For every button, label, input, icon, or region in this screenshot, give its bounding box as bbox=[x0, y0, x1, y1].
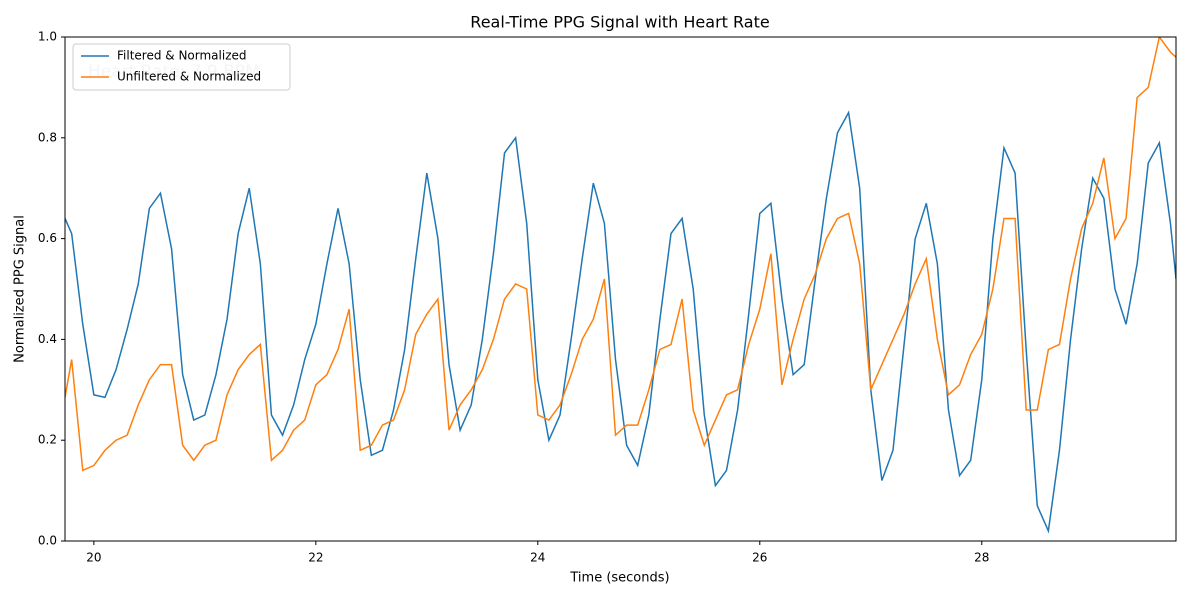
chart-title: Real-Time PPG Signal with Heart Rate bbox=[470, 13, 769, 32]
y-tick-label: 0.4 bbox=[38, 332, 57, 346]
x-axis-label: Time (seconds) bbox=[569, 571, 669, 586]
y-tick-label: 0.6 bbox=[38, 231, 57, 245]
axes-frame bbox=[64, 36, 1177, 542]
x-tick-label: 20 bbox=[86, 551, 101, 565]
legend-label: Filtered & Normalized bbox=[117, 49, 247, 63]
series-line bbox=[65, 37, 1176, 472]
x-tick-label: 28 bbox=[974, 551, 989, 565]
x-tick-label: 22 bbox=[308, 551, 323, 565]
y-tick-label: 0.0 bbox=[38, 534, 57, 548]
series-line bbox=[65, 110, 1176, 534]
y-tick-label: 0.8 bbox=[38, 130, 57, 144]
legend-box bbox=[72, 43, 291, 91]
legend-label: Unfiltered & Normalized bbox=[117, 70, 261, 84]
y-tick-label: 1.0 bbox=[38, 30, 57, 44]
x-tick-label: 24 bbox=[530, 551, 545, 565]
x-tick-label: 26 bbox=[752, 551, 767, 565]
y-tick-label: 0.2 bbox=[38, 433, 57, 447]
y-axis-label: Normalized PPG Signal bbox=[13, 215, 28, 363]
